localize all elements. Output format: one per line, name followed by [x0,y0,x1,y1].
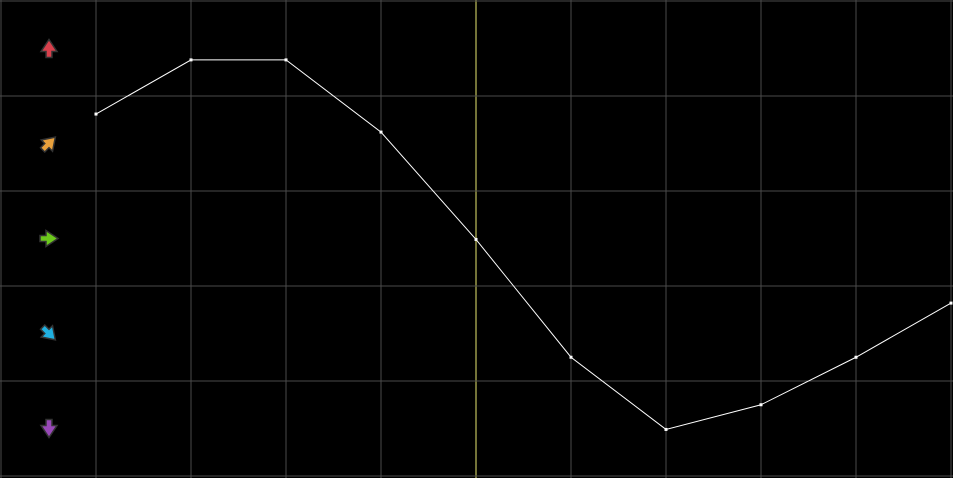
arrow-down-icon [39,418,59,439]
arrow-up-icon [39,38,59,59]
arrow-right-icon [39,229,60,248]
series-path [95,59,952,430]
data-point[interactable] [664,427,668,431]
data-point[interactable] [569,355,573,359]
arrow-up-icon-shape [39,38,59,59]
arrow-down-right-icon-shape [39,323,57,341]
row-icons [39,38,60,439]
data-point[interactable] [474,237,478,241]
arrow-down-right-icon [39,323,57,341]
arrow-up-right-icon-shape [39,136,57,154]
data-point[interactable] [854,355,858,359]
series-line [94,58,953,431]
data-point[interactable] [759,403,763,407]
data-point[interactable] [379,130,383,134]
data-point[interactable] [94,112,98,116]
data-point[interactable] [284,58,288,62]
arrow-down-icon-shape [39,418,59,439]
arrow-up-right-icon [39,136,57,154]
data-point[interactable] [949,301,953,305]
data-point[interactable] [189,58,193,62]
arrow-right-icon-shape [39,229,60,248]
